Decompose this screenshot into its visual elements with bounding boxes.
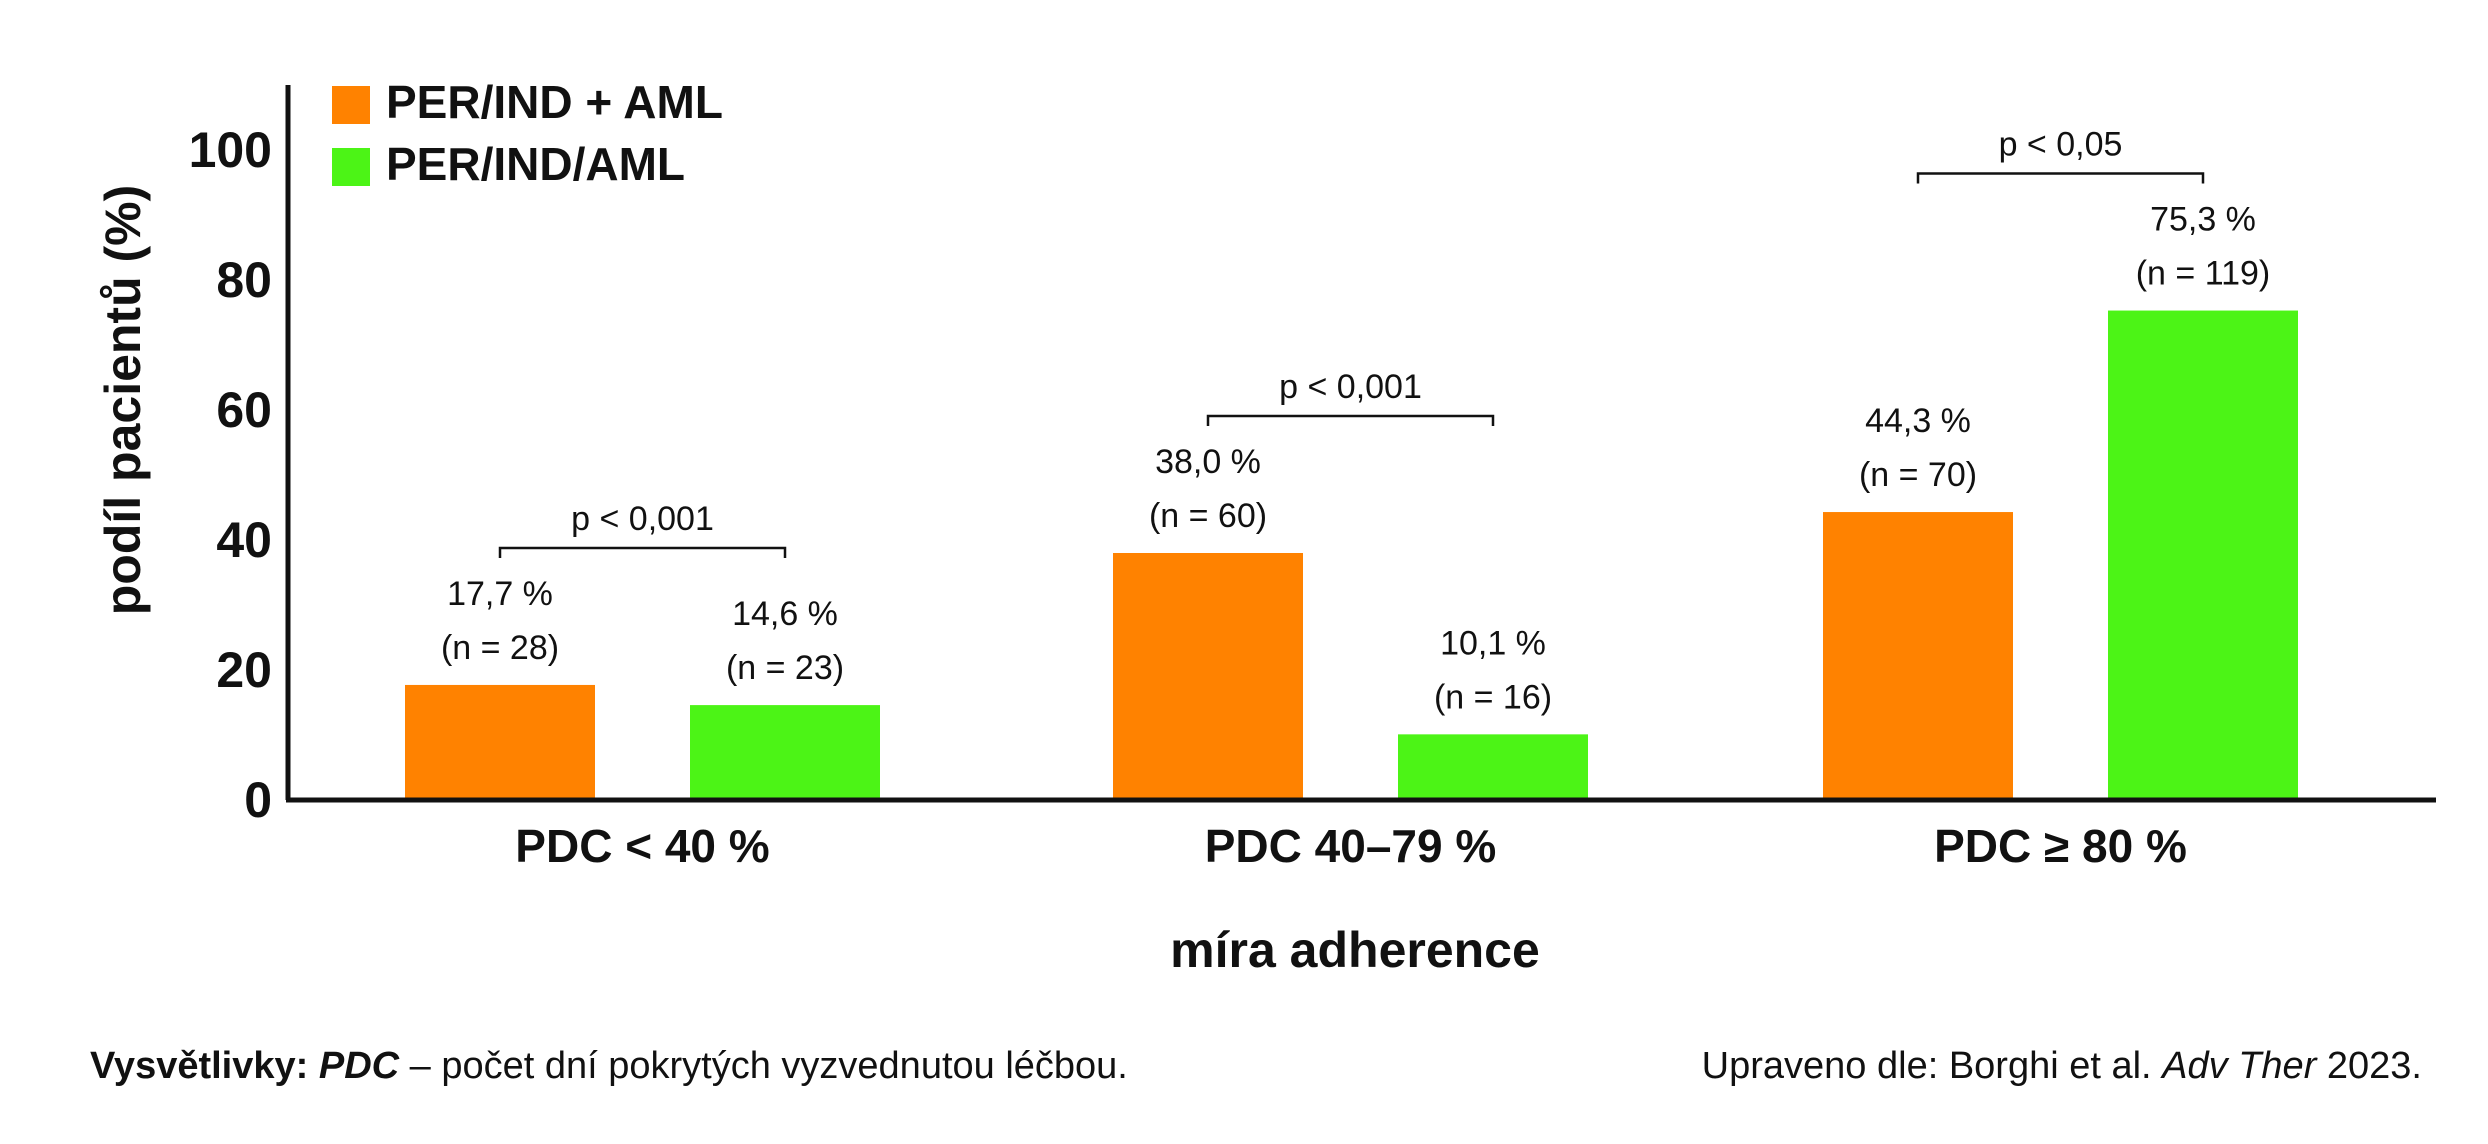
bar-value-label: 17,7 % <box>447 575 553 613</box>
significance-label: p < 0,001 <box>571 500 714 538</box>
x-category-label: PDC < 40 % <box>515 820 769 872</box>
bar-value-label: 10,1 % <box>1440 624 1546 662</box>
bar-value-label: 75,3 % <box>2150 201 2256 239</box>
bar <box>1823 512 2013 800</box>
bar <box>405 684 595 800</box>
bar <box>1113 553 1303 800</box>
bar-value-label: 38,0 % <box>1155 443 1261 481</box>
significance-bracket <box>1916 172 2205 184</box>
bar-n-label: (n = 16) <box>1434 678 1552 716</box>
y-tick-label: 80 <box>216 252 272 308</box>
bars-layer <box>405 310 2298 800</box>
bar-n-label: (n = 60) <box>1149 497 1267 535</box>
bar <box>690 705 880 800</box>
significance-label: p < 0,001 <box>1279 368 1422 406</box>
y-tick-labels: 0 20 40 60 80 100 <box>189 122 272 828</box>
footer-source-year: 2023. <box>2316 1045 2422 1087</box>
y-tick-label: 40 <box>216 512 272 568</box>
footer-source-prefix: Upraveno dle: Borghi et al. <box>1701 1045 2163 1087</box>
bar-n-label: (n = 28) <box>441 629 559 667</box>
bar-value-label: 14,6 % <box>732 595 838 633</box>
footer-note-term: PDC <box>318 1045 400 1087</box>
bar-n-label: (n = 23) <box>726 649 844 687</box>
y-axis-title: podíl pacientů (%) <box>95 185 151 616</box>
footer-legend-note: Vysvětlivky: PDC – počet dní pokrytých v… <box>90 1045 1128 1088</box>
significance-bracket <box>1206 414 1495 426</box>
bar-value-label: 44,3 % <box>1865 402 1971 440</box>
y-tick-label: 0 <box>244 772 272 828</box>
legend-label-per-ind-aml-free: PER/IND + AML <box>386 76 723 128</box>
significance-label: p < 0,05 <box>1999 126 2123 164</box>
y-tick-label: 60 <box>216 382 272 438</box>
x-category-labels: PDC < 40 % PDC 40–79 % PDC ≥ 80 % <box>515 820 2187 872</box>
legend-swatch-per-ind-aml-free <box>332 86 370 124</box>
footer-note-text: – počet dní pokrytých vyzvednutou léčbou… <box>399 1045 1128 1087</box>
annotation-layer: 17,7 % (n = 28) 38,0 % (n = 60) 44,3 % (n = 7… <box>441 126 2270 717</box>
legend-label-per-ind-aml-fixed: PER/IND/AML <box>386 138 685 190</box>
y-tick-label: 100 <box>189 122 272 178</box>
legend-swatch-per-ind-aml-fixed <box>332 148 370 186</box>
bar <box>2108 310 2298 800</box>
footer-source-journal: Adv Ther <box>2162 1045 2317 1087</box>
bar-n-label: (n = 119) <box>2136 255 2271 293</box>
y-tick-label: 20 <box>216 642 272 698</box>
footer-note-heading: Vysvětlivky: <box>90 1045 309 1087</box>
legend: PER/IND + AML PER/IND/AML <box>332 76 723 190</box>
x-axis-title: míra adherence <box>1170 922 1540 978</box>
x-category-label: PDC 40–79 % <box>1205 820 1497 872</box>
footer-source: Upraveno dle: Borghi et al. Adv Ther 202… <box>1702 1045 2422 1088</box>
significance-bracket <box>498 546 787 558</box>
x-category-label: PDC ≥ 80 % <box>1934 820 2187 872</box>
bar-n-label: (n = 70) <box>1859 456 1977 494</box>
bar <box>1398 734 1588 800</box>
